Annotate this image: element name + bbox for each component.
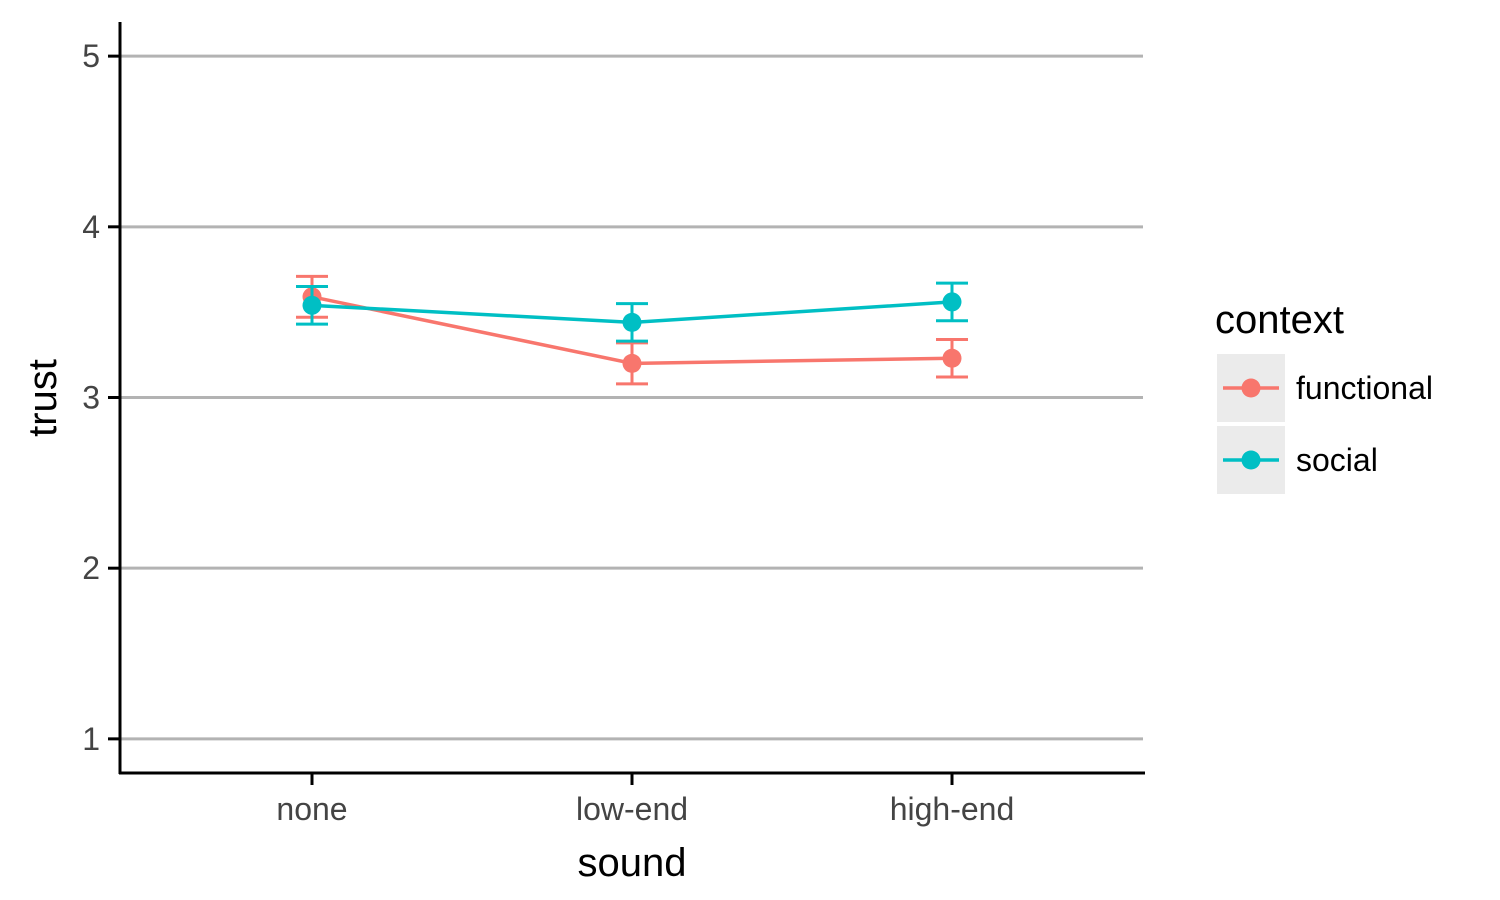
point-functional-high-end <box>942 348 962 368</box>
legend-item-functional: functional <box>1217 354 1433 422</box>
y-tick-label-5: 5 <box>82 38 100 74</box>
y-tick-label-1: 1 <box>82 721 100 757</box>
x-tick-label-none: none <box>276 791 347 827</box>
legend-title: context <box>1215 298 1344 342</box>
y-ticks: 1 2 3 4 5 <box>82 38 120 757</box>
point-social-low-end <box>622 312 642 332</box>
series <box>296 274 968 386</box>
legend-label-social: social <box>1296 442 1378 478</box>
legend-item-social: social <box>1217 426 1378 494</box>
y-tick-label-4: 4 <box>82 209 100 245</box>
legend: context functional social <box>1215 298 1433 494</box>
y-axis-title: trust <box>21 359 65 437</box>
series-social <box>296 281 968 343</box>
legend-label-functional: functional <box>1296 370 1433 406</box>
x-tick-label-high-end: high-end <box>890 791 1015 827</box>
gridlines <box>120 54 1143 741</box>
x-tick-label-low-end: low-end <box>576 791 688 827</box>
legend-key-point-social <box>1241 450 1261 470</box>
point-functional-low-end <box>622 353 642 373</box>
y-tick-label-3: 3 <box>82 380 100 416</box>
x-axis-title: sound <box>578 841 687 885</box>
legend-items: functional social <box>1217 354 1433 494</box>
y-tick-label-2: 2 <box>82 550 100 586</box>
legend-key-point-functional <box>1241 378 1261 398</box>
point-social-high-end <box>942 292 962 312</box>
point-social-none <box>302 295 322 315</box>
x-ticks: none low-end high-end <box>276 773 1014 827</box>
